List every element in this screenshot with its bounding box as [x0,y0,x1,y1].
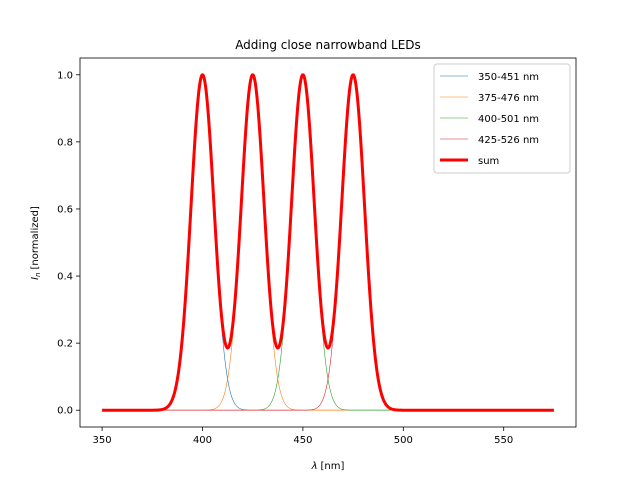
y-axis-label-subscript: n [34,272,42,276]
legend: 350-451 nm 375-476 nm 400-501 nm 425-526 nm… [433,63,571,174]
legend-entry: 400-501 nm [478,114,539,125]
legend-entry: sum [478,156,499,167]
legend-entry: 425-526 nm [478,135,539,146]
series-line-sum [101,73,555,412]
x-tick-label: 350 [93,435,112,446]
legend-entry: 375-476 nm [478,93,539,104]
y-axis: 0.0 0.2 0.4 0.6 0.8 1.0 [57,70,80,417]
plot-area [101,73,555,412]
y-axis-label: In [normalized] [30,206,42,280]
x-axis-label-unit: [nm] [321,461,345,472]
y-tick-label: 0.6 [57,204,73,215]
x-axis-label-symbol: λ [311,461,318,472]
x-axis-label: λ [nm] [311,461,345,472]
y-axis-label-symbol: I [30,277,41,280]
y-tick-label: 0.8 [57,137,73,148]
x-tick-label: 550 [494,435,513,446]
y-tick-label: 0.2 [57,339,73,350]
x-tick-label: 500 [394,435,413,446]
legend-entry: 350-451 nm [478,72,539,83]
x-tick-label: 400 [193,435,212,446]
x-tick-label: 450 [293,435,312,446]
y-tick-label: 1.0 [57,70,73,81]
x-axis: 350 400 450 500 550 [93,427,513,446]
legend-box [433,63,571,174]
chart-title: Adding close narrowband LEDs [235,38,421,52]
y-tick-label: 0.0 [57,406,73,417]
y-axis-label-unit: [normalized] [30,206,41,269]
y-tick-label: 0.4 [57,272,73,283]
axes-frame [79,57,577,428]
